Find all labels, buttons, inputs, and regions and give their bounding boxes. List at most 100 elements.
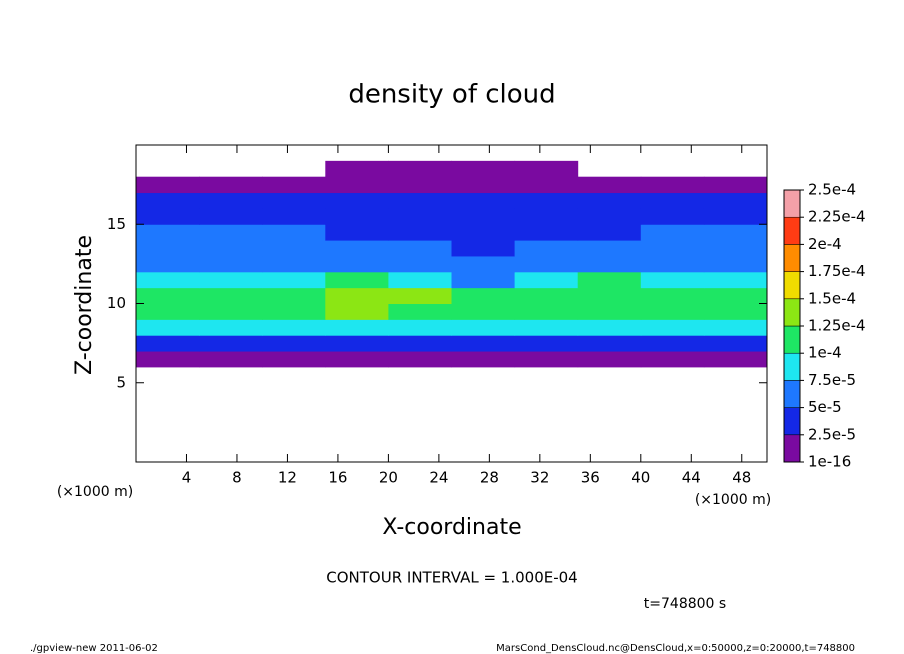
heat-cell — [451, 208, 516, 225]
heat-cell — [451, 335, 516, 352]
heat-cell — [325, 176, 389, 194]
heat-cell — [577, 335, 642, 352]
heat-cell — [577, 192, 642, 209]
heat-cell — [325, 255, 389, 273]
colorbar-bin — [783, 216, 801, 245]
colorbar-label: 2.5e-4 — [808, 181, 856, 199]
heat-cell — [640, 335, 705, 352]
heat-cell — [640, 351, 705, 368]
heat-cell — [703, 176, 768, 194]
heat-cell — [262, 287, 326, 304]
x-tick-label: 44 — [682, 469, 701, 487]
heat-cell — [199, 271, 263, 289]
heat-cell — [577, 224, 642, 241]
heat-cell — [388, 224, 452, 241]
heat-cell — [136, 176, 200, 194]
heat-cell — [262, 319, 326, 336]
heat-cell — [325, 303, 389, 320]
heat-cell — [703, 319, 768, 336]
heat-cell — [262, 303, 326, 320]
heat-cell — [199, 224, 263, 241]
heat-cell — [325, 271, 389, 289]
heat-cell — [514, 208, 579, 225]
colorbar-bin — [783, 189, 801, 218]
colorbar-label: 1e-16 — [808, 453, 851, 471]
x-unit: (×1000 m) — [695, 492, 771, 508]
x-tick-label: 28 — [480, 469, 499, 487]
heat-cell — [703, 335, 768, 352]
heat-cell — [199, 255, 263, 273]
heat-cell — [514, 287, 579, 304]
time-label: t=748800 s — [644, 596, 726, 612]
heat-cell — [577, 303, 642, 320]
heat-cell — [640, 224, 705, 241]
heat-cell — [199, 176, 263, 194]
heat-cell — [262, 224, 326, 241]
heat-cell — [325, 224, 389, 241]
footer-left: ./gpview-new 2011-06-02 — [30, 643, 158, 654]
heat-cell — [325, 240, 389, 257]
colorbar-bin — [783, 407, 801, 436]
heat-cell — [577, 271, 642, 289]
heat-cell — [388, 335, 452, 352]
heat-cell — [325, 192, 389, 209]
y-tick-label: 10 — [107, 294, 126, 312]
heat-cell — [514, 319, 579, 336]
heat-cell — [514, 160, 579, 178]
x-tick-label: 12 — [278, 469, 297, 487]
colorbar-bin — [783, 352, 801, 381]
heat-cell — [199, 335, 263, 352]
heat-cell — [451, 287, 516, 304]
heat-cell — [640, 240, 705, 257]
heat-cell — [262, 192, 326, 209]
colorbar-bin — [783, 244, 801, 272]
heat-cell — [451, 303, 516, 320]
heat-cell — [703, 255, 768, 273]
x-tick-label: 20 — [379, 469, 398, 487]
y-tick-label: 15 — [107, 215, 126, 233]
colorbar-label: 1.75e-4 — [808, 262, 866, 280]
x-tick-label: 8 — [232, 469, 242, 487]
colorbar-bin — [783, 380, 801, 408]
heat-cell — [136, 271, 200, 289]
heat-cell — [703, 287, 768, 304]
heat-cell — [640, 208, 705, 225]
y-unit: (×1000 m) — [57, 484, 133, 500]
heat-cell — [640, 192, 705, 209]
heat-cell — [703, 240, 768, 257]
heat-cell — [640, 176, 705, 194]
heat-cell — [640, 271, 705, 289]
heat-cell — [199, 208, 263, 225]
heat-cell — [262, 176, 326, 194]
heat-cell — [136, 351, 200, 368]
heat-cell — [388, 319, 452, 336]
heat-cell — [577, 176, 642, 194]
heat-cell — [136, 319, 200, 336]
heat-cell — [136, 335, 200, 352]
heat-cell — [451, 192, 516, 209]
heat-cell — [388, 271, 452, 289]
heat-cell — [640, 287, 705, 304]
x-tick-label: 48 — [732, 469, 751, 487]
heat-cell — [325, 351, 389, 368]
y-axis-label: Z-coordinate — [72, 235, 97, 375]
heat-cell — [262, 255, 326, 273]
colorbar-bin — [783, 271, 801, 300]
heat-cell — [136, 287, 200, 304]
heat-cell — [262, 271, 326, 289]
heat-cell — [703, 208, 768, 225]
heat-cell — [199, 240, 263, 257]
heat-cell — [514, 240, 579, 257]
y-tick-label: 5 — [116, 373, 126, 391]
heat-cell — [514, 176, 579, 194]
colorbar-label: 1e-4 — [808, 344, 842, 362]
heat-cell — [136, 255, 200, 273]
heat-cell — [451, 351, 516, 368]
heat-cell — [388, 240, 452, 257]
heat-cell — [136, 303, 200, 320]
heat-cell — [703, 224, 768, 241]
heat-cell — [199, 287, 263, 304]
heat-cell — [199, 351, 263, 368]
colorbar-bin — [783, 325, 801, 354]
